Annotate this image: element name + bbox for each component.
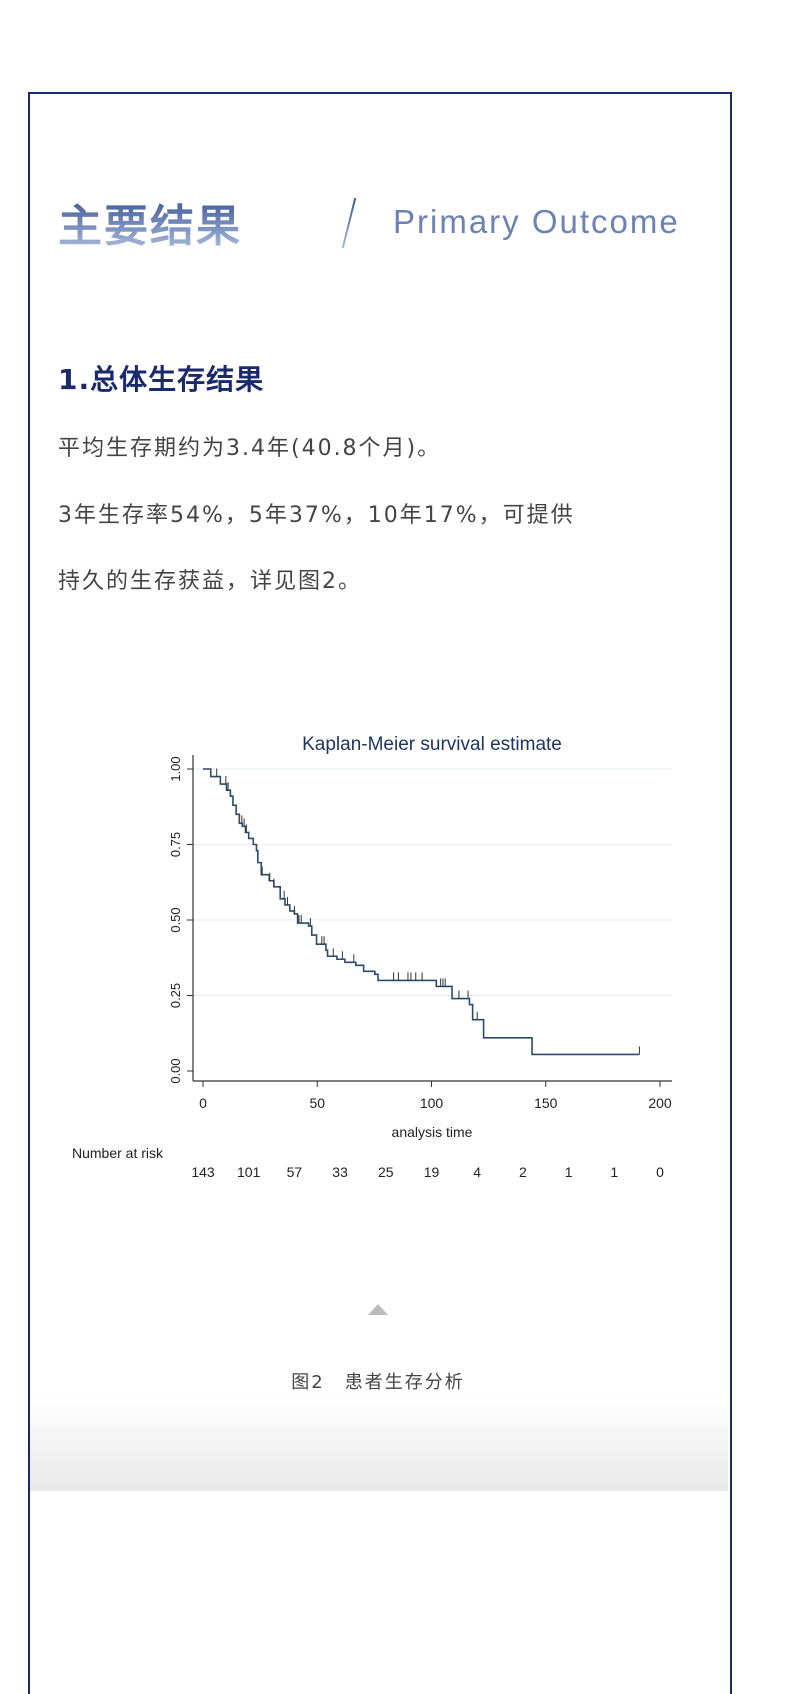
- risk-count: 33: [332, 1164, 348, 1180]
- risk-count: 101: [237, 1164, 261, 1180]
- x-tick-label: 0: [199, 1095, 207, 1111]
- content-frame: [28, 92, 732, 1694]
- survival-curve: [203, 768, 640, 1056]
- risk-count: 0: [656, 1164, 664, 1180]
- x-tick-label: 50: [309, 1095, 325, 1111]
- caption-pointer-icon: [368, 1304, 388, 1315]
- body-line-1: 平均生存期约为3.4年(40.8个月)。: [58, 436, 442, 461]
- risk-count: 143: [191, 1164, 215, 1180]
- x-tick-label: 150: [534, 1095, 558, 1111]
- risk-count: 25: [378, 1164, 394, 1180]
- section-heading-cn: 主要结果: [58, 190, 242, 254]
- x-tick-label: 100: [420, 1095, 444, 1111]
- x-axis-label: analysis time: [392, 1124, 473, 1140]
- y-tick-label: 0.25: [168, 983, 183, 1008]
- chart-title: Kaplan-Meier survival estimate: [302, 734, 562, 755]
- risk-count: 1: [610, 1164, 618, 1180]
- x-tick-label: 200: [648, 1095, 672, 1111]
- body-line-2: 3年生存率54%，5年37%，10年17%，可提供: [58, 503, 575, 528]
- section-heading-en: Primary Outcome: [393, 203, 680, 240]
- y-tick-label: 0.75: [168, 832, 183, 857]
- bottom-fade: [30, 1395, 728, 1491]
- risk-count: 2: [519, 1164, 527, 1180]
- km-chart: Kaplan-Meier survival estimate analysis …: [72, 734, 672, 1180]
- risk-table-label: Number at risk: [72, 1145, 164, 1161]
- body-line-3: 持久的生存获益，详见图2。: [58, 569, 362, 594]
- y-tick-label: 0.00: [168, 1058, 183, 1083]
- risk-count: 1: [565, 1164, 573, 1180]
- y-tick-label: 1.00: [168, 756, 183, 781]
- y-tick-label: 0.50: [168, 907, 183, 932]
- risk-count: 57: [287, 1164, 303, 1180]
- subsection-title: 1.总体生存结果: [58, 363, 265, 396]
- risk-count: 4: [473, 1164, 481, 1180]
- figure-caption: 图2 患者生存分析: [291, 1372, 465, 1393]
- risk-count: 19: [424, 1164, 440, 1180]
